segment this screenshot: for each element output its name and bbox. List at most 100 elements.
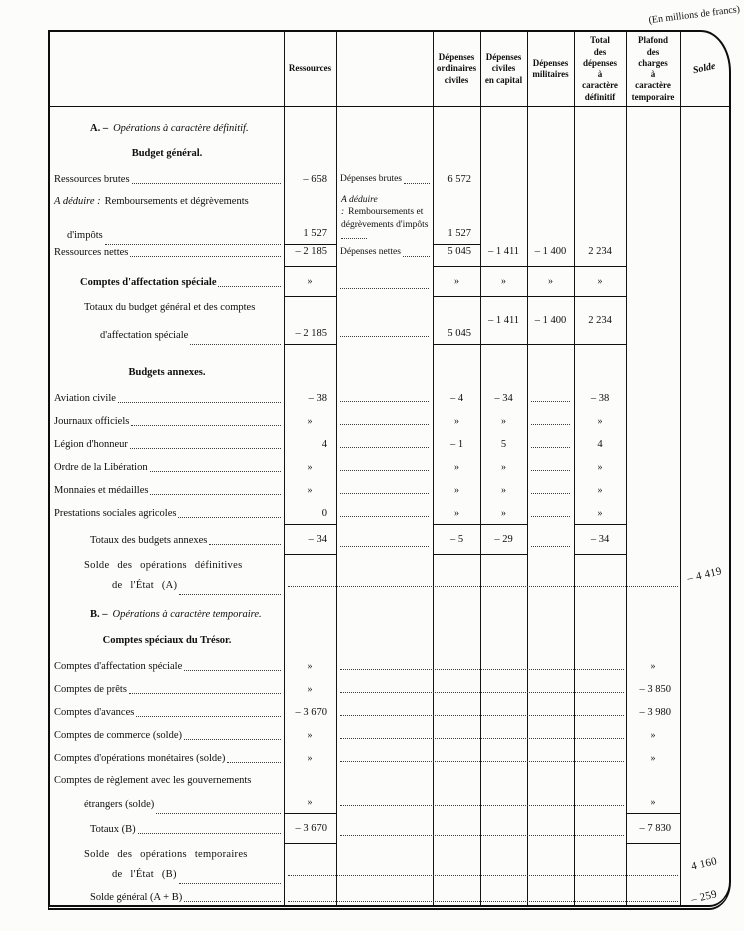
value-dep-ordinaires: 1 527 [433,191,480,246]
dotted-leader [117,402,281,403]
dotted-leader [527,387,574,410]
header-solde: Solde [692,60,717,77]
value-total: 2 234 [574,297,626,345]
header-depenses-civiles: Dépenses civiles en capital [484,52,523,85]
value-dep-ordinaires: – 4 [449,393,464,404]
value-dep-ordinaires: 6 572 [447,173,471,185]
value-dep-ordinaires: » [433,502,480,525]
row-totaux-budgets-annexes: Totaux des budgets annexes – 34 – 5 – 29… [50,525,729,555]
dotted-leader [137,832,281,834]
row-monnaies-medailles: Monnaies et médailles » » » » [50,479,729,502]
dotted-leader [179,594,281,595]
value-dep-civiles: – 29 [480,525,527,555]
value-ressources: » [284,267,336,297]
dotted-leader [218,285,281,287]
value-dep-civiles: » [501,462,506,473]
value-plafond: » [626,770,680,814]
row-label: Prestations sociales agricoles [50,502,284,525]
row-label: Comptes d'opérations monétaires (solde) [50,747,284,770]
dotted-leader [336,747,626,770]
row-label: Comptes de commerce (solde) [50,724,284,747]
value-ressources: 4 [321,439,327,450]
value-total: » [597,462,603,473]
dotted-leader [527,410,574,433]
column-rule [284,32,286,905]
row-label: Comptes d'affectation spéciale [50,655,284,678]
row-comptes-operations-monetaires: Comptes d'opérations monétaires (solde) … [50,747,729,770]
dotted-leader [527,525,574,555]
row-comptes-prets: Comptes de prêts » – 3 850 [50,678,729,701]
column-rule [680,32,682,905]
dotted-leader [178,517,281,518]
dotted-leader [341,237,367,240]
value-total: » [597,485,603,496]
value-ressources: » [284,770,336,814]
dotted-leader [150,494,281,495]
dotted-leader [336,701,626,724]
row-budget-general: Budget général. [50,139,729,167]
dotted-leader [128,693,281,694]
value-ressources: – 38 [308,393,327,404]
subsection-heading: Budgets annexes. [128,366,206,378]
header-stub [50,32,284,106]
dotted-leader [336,814,626,844]
row-label: Comptes d'avances [50,701,284,724]
row-label: A déduire : Remboursements et dégrèvement… [50,191,284,246]
dotted-leader [184,900,281,902]
value-ressources: – 658 [303,173,327,185]
value-ressources: – 2 185 [284,297,336,345]
row-comptes-reglement: Comptes de règlement avec les gouverneme… [50,770,729,814]
dotted-leader [104,244,281,246]
row-comptes-speciaux: Comptes spéciaux du Trésor. [50,625,729,655]
value-ressources: 0 [284,502,336,525]
dotted-leader [336,267,433,297]
dotted-leader [336,456,433,479]
value-plafond: » [650,753,656,764]
row-ressources-nettes: Ressources nettes – 2 185 Dépenses nette… [50,237,729,267]
row-ordre-liberation: Ordre de la Libération » » » » [50,456,729,479]
value-total: 2 234 [574,237,626,267]
dotted-leader [336,297,433,345]
row-label-2: A déduire : Remboursements et dégrèvement… [336,191,433,245]
row-budgets-annexes: Budgets annexes. [50,357,729,387]
dotted-leader [527,502,574,525]
row-comptes-commerce: Comptes de commerce (solde) » » [50,724,729,747]
row-label: Aviation civile [50,387,284,410]
dotted-leader [184,739,281,740]
column-rule [574,32,576,905]
unit-note: (En millions de francs) [648,4,741,27]
value-dep-civiles: – 1 411 [480,297,527,345]
dotted-leader [178,883,281,884]
row-comptes-affectation-b: Comptes d'affectation spéciale » » [50,655,729,678]
value-ressources: » [307,753,313,764]
row-label: Ressources brutes [50,167,284,191]
subsection-heading: Comptes spéciaux du Trésor. [102,634,232,646]
value-dep-civiles: » [480,267,527,297]
header-ressources: Ressources [288,63,332,74]
value-plafond: – 3 850 [639,684,672,695]
column-rule [433,32,435,905]
dotted-leader [227,762,281,763]
row-label: Totaux des budgets annexes [50,525,284,555]
dotted-leader [131,182,281,184]
dotted-leader [184,670,281,671]
dotted-leader [402,255,430,257]
row-journaux-officiels: Journaux officiels » » » » [50,410,729,433]
value-total: » [574,267,626,297]
row-totaux-b: Totaux (B) – 3 670 – 7 830 [50,814,729,844]
row-label: Totaux (B) [50,814,284,844]
row-ressources-brutes: Ressources brutes – 658 Dépenses brutes … [50,167,729,191]
value-total: » [597,416,603,427]
dotted-leader [284,884,680,905]
value-ressources: » [307,684,313,695]
value-dep-militaires: – 1 400 [527,237,574,267]
dotted-leader [336,724,626,747]
value-total: – 38 [590,393,610,404]
solde-value: – 259 [690,888,719,906]
value-ressources: » [307,730,313,741]
value-ressources: – 3 670 [295,707,328,718]
header-depenses-militaires: Dépenses militaires [532,57,569,79]
row-totaux-budget-general: Totaux du budget général et des comptes … [50,297,729,345]
row-label: Comptes de règlement avec les gouverneme… [50,770,284,814]
